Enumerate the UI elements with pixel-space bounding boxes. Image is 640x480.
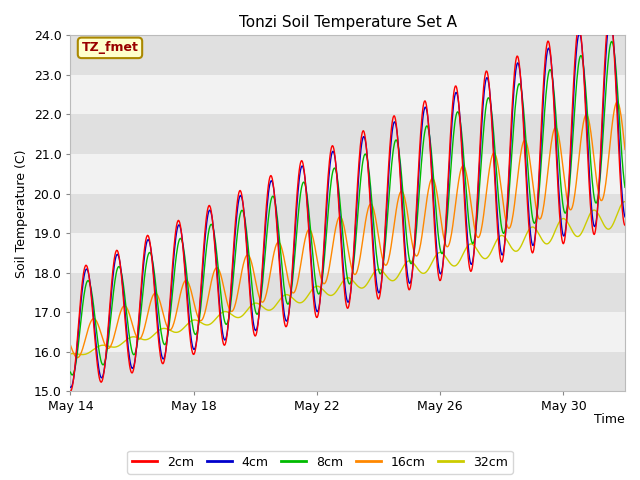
Legend: 2cm, 4cm, 8cm, 16cm, 32cm: 2cm, 4cm, 8cm, 16cm, 32cm [127, 451, 513, 474]
Text: TZ_fmet: TZ_fmet [81, 41, 138, 54]
Bar [70, 273, 625, 312]
X-axis label: Time: Time [595, 413, 625, 426]
Bar [70, 233, 625, 273]
Y-axis label: Soil Temperature (C): Soil Temperature (C) [15, 149, 28, 277]
Bar [70, 114, 625, 154]
Bar [70, 352, 625, 391]
Bar [70, 312, 625, 352]
Bar [70, 36, 625, 75]
Bar [70, 193, 625, 233]
Title: Tonzi Soil Temperature Set A: Tonzi Soil Temperature Set A [239, 15, 457, 30]
Bar [70, 154, 625, 193]
Bar [70, 75, 625, 114]
